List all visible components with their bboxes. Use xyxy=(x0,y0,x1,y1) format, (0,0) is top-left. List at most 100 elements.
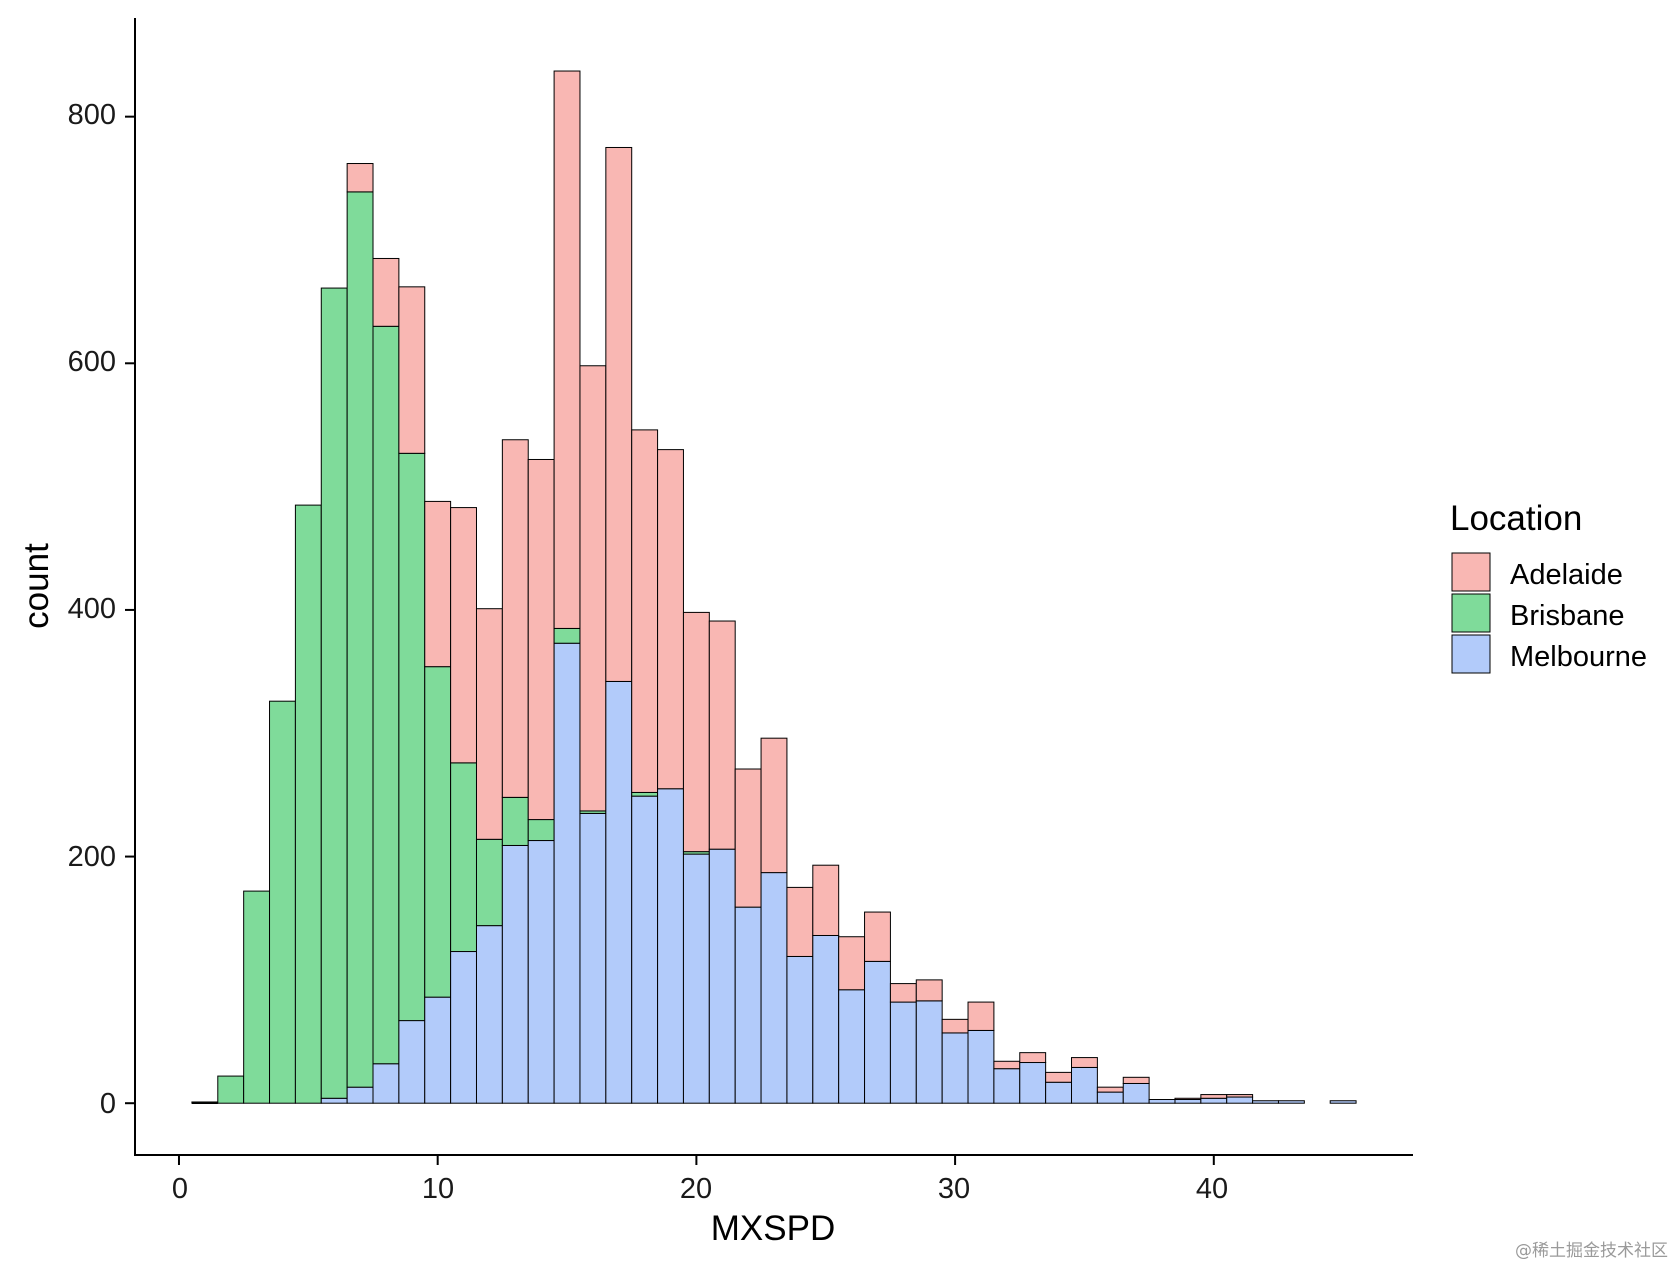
bar-brisbane-bin-9 xyxy=(398,452,426,1022)
bar-brisbane-bin-3 xyxy=(243,890,271,1104)
bar-brisbane-bin-10 xyxy=(424,666,452,998)
bar-melbourne-bin-28 xyxy=(889,1001,917,1104)
bar-melbourne-bin-35 xyxy=(1071,1066,1098,1104)
bar-adelaide-bin-8 xyxy=(372,257,400,327)
bar-melbourne-bin-45 xyxy=(1329,1100,1357,1104)
legend-title: Location xyxy=(1450,499,1582,538)
bar-adelaide-bin-41 xyxy=(1226,1094,1254,1098)
bar-adelaide-bin-13 xyxy=(501,439,529,798)
y-tick-label-600: 600 xyxy=(68,346,116,378)
y-tick-label-200: 200 xyxy=(68,841,116,873)
bar-brisbane-bin-6 xyxy=(320,287,348,1099)
bar-melbourne-bin-27 xyxy=(864,960,891,1104)
bar-melbourne-bin-12 xyxy=(475,925,503,1104)
bar-adelaide-bin-27 xyxy=(864,911,891,962)
bar-melbourne-bin-10 xyxy=(424,996,452,1104)
bar-adelaide-bin-15 xyxy=(553,70,581,629)
bar-adelaide-bin-33 xyxy=(1019,1052,1047,1064)
bar-melbourne-bin-14 xyxy=(527,840,555,1104)
ticks-layer xyxy=(125,115,1215,1165)
bar-adelaide-bin-30 xyxy=(941,1018,969,1034)
bar-melbourne-bin-9 xyxy=(398,1020,426,1104)
bar-melbourne-bin-24 xyxy=(786,955,814,1104)
bar-adelaide-bin-18 xyxy=(631,429,659,793)
bar-adelaide-bin-36 xyxy=(1096,1086,1124,1093)
bar-adelaide-bin-20 xyxy=(682,611,710,853)
bar-melbourne-bin-31 xyxy=(967,1029,995,1104)
bar-adelaide-bin-39 xyxy=(1174,1097,1202,1101)
legend-label-adelaide: Adelaide xyxy=(1510,559,1623,591)
bar-melbourne-bin-15 xyxy=(553,642,581,1104)
bar-adelaide-bin-24 xyxy=(786,886,814,957)
bar-melbourne-bin-30 xyxy=(941,1032,969,1104)
bar-adelaide-bin-40 xyxy=(1200,1094,1228,1099)
bar-melbourne-bin-26 xyxy=(838,989,866,1104)
y-tick-label-800: 800 xyxy=(68,99,116,131)
x-tick-label-10: 10 xyxy=(422,1173,454,1205)
x-tick-label-30: 30 xyxy=(938,1173,970,1205)
bar-adelaide-bin-37 xyxy=(1122,1076,1150,1084)
bar-adelaide-bin-35 xyxy=(1071,1057,1098,1068)
bar-melbourne-bin-41 xyxy=(1226,1096,1254,1104)
bar-brisbane-bin-14 xyxy=(527,819,555,842)
bars-layer xyxy=(191,70,1357,1104)
bar-adelaide-bin-10 xyxy=(424,500,452,668)
bar-adelaide-bin-17 xyxy=(605,146,633,682)
bar-melbourne-bin-42 xyxy=(1252,1100,1279,1104)
bar-brisbane-bin-4 xyxy=(269,700,296,1104)
bar-brisbane-bin-2 xyxy=(217,1075,245,1104)
bar-melbourne-bin-17 xyxy=(605,680,633,1104)
bar-melbourne-bin-19 xyxy=(657,788,684,1104)
bar-melbourne-bin-16 xyxy=(579,812,607,1104)
bar-melbourne-bin-6 xyxy=(320,1097,348,1104)
y-axis-title: count xyxy=(17,543,56,629)
bar-brisbane-bin-7 xyxy=(346,191,374,1088)
bar-melbourne-bin-29 xyxy=(915,1000,943,1104)
bar-adelaide-bin-29 xyxy=(915,979,943,1002)
bar-melbourne-bin-34 xyxy=(1045,1081,1073,1104)
x-tick-label-0: 0 xyxy=(172,1173,188,1205)
bar-melbourne-bin-25 xyxy=(812,934,840,1104)
bar-melbourne-bin-36 xyxy=(1096,1091,1124,1104)
bar-melbourne-bin-23 xyxy=(760,872,788,1104)
legend-label-melbourne: Melbourne xyxy=(1510,641,1647,673)
bar-adelaide-bin-9 xyxy=(398,286,426,454)
bar-brisbane-bin-11 xyxy=(450,762,477,953)
bar-adelaide-bin-7 xyxy=(346,163,374,193)
bar-brisbane-bin-18 xyxy=(631,791,659,797)
bar-melbourne-bin-8 xyxy=(372,1063,400,1104)
legend-key-brisbane xyxy=(1451,593,1491,633)
x-tick-label-40: 40 xyxy=(1196,1173,1228,1205)
bar-adelaide-bin-21 xyxy=(708,620,736,850)
bar-adelaide-bin-31 xyxy=(967,1001,995,1031)
bar-brisbane-bin-8 xyxy=(372,325,400,1065)
bar-melbourne-bin-18 xyxy=(631,795,659,1104)
bar-melbourne-bin-32 xyxy=(993,1068,1021,1104)
bar-adelaide-bin-23 xyxy=(760,737,788,874)
bar-adelaide-bin-26 xyxy=(838,936,866,991)
bar-brisbane-bin-5 xyxy=(294,504,322,1104)
bar-adelaide-bin-28 xyxy=(889,983,917,1003)
bar-melbourne-bin-38 xyxy=(1148,1099,1176,1104)
bar-melbourne-bin-22 xyxy=(734,906,762,1104)
legend: Location Adelaide Brisbane Melbourne xyxy=(1450,499,1647,674)
bar-melbourne-bin-37 xyxy=(1122,1082,1150,1104)
legend-key-adelaide xyxy=(1451,552,1491,592)
bar-melbourne-bin-11 xyxy=(450,951,477,1104)
bar-adelaide-bin-32 xyxy=(993,1060,1021,1070)
bar-melbourne-bin-39 xyxy=(1174,1099,1202,1104)
x-axis-title: MXSPD xyxy=(711,1209,835,1248)
y-tick-label-400: 400 xyxy=(68,593,116,625)
bar-brisbane-bin-15 xyxy=(553,627,581,644)
x-tick-label-20: 20 xyxy=(680,1173,712,1205)
bar-melbourne-bin-43 xyxy=(1277,1100,1305,1104)
bar-melbourne-bin-33 xyxy=(1019,1062,1047,1104)
legend-key-melbourne xyxy=(1451,634,1491,674)
bar-brisbane-bin-13 xyxy=(501,796,529,846)
bar-melbourne-bin-20 xyxy=(682,853,710,1104)
legend-label-brisbane: Brisbane xyxy=(1510,600,1624,632)
bar-adelaide-bin-19 xyxy=(657,449,684,790)
bar-melbourne-bin-7 xyxy=(346,1086,374,1104)
bar-brisbane-bin-12 xyxy=(475,838,503,927)
bar-adelaide-bin-22 xyxy=(734,768,762,908)
